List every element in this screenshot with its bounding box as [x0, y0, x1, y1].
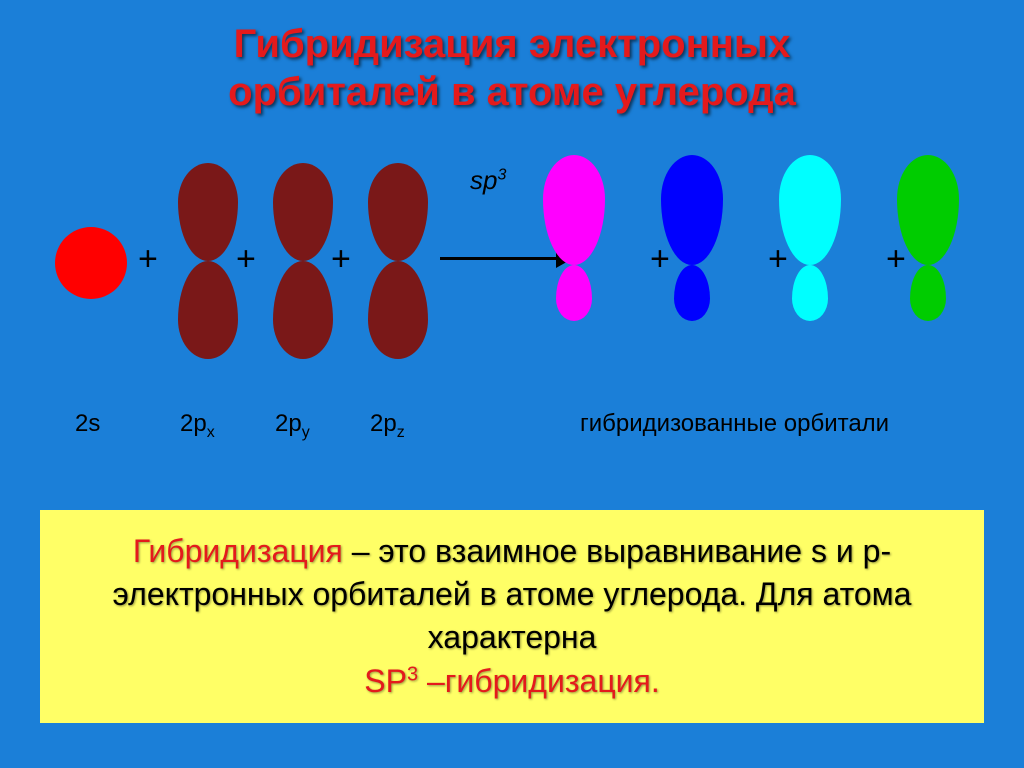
definition-box: Гибридизация – это взаимное выравнивание…	[40, 510, 984, 723]
p-orbital-label: 2pz	[370, 410, 405, 442]
p-orbital-label: 2px	[180, 410, 215, 442]
definition-term: Гибридизация	[133, 533, 343, 569]
arrow-line	[440, 257, 558, 260]
title-line2: орбиталей в атоме углерода	[228, 70, 796, 114]
arrow-label: sp3	[470, 165, 506, 196]
plus-sign-right: +	[886, 240, 906, 279]
slide: Гибридизация электронных орбиталей в ато…	[0, 0, 1024, 768]
slide-title: Гибридизация электронных орбиталей в ато…	[0, 0, 1024, 116]
hybrid-orbitals-caption: гибридизованные орбитали	[580, 410, 889, 438]
hybridization-diagram: 2s+++2px2py2pzsp3+++гибридизованные орби…	[0, 145, 1024, 385]
p-orbital-label: 2py	[275, 410, 310, 442]
s-orbital	[55, 227, 127, 299]
plus-sign-left: +	[331, 240, 351, 279]
s-orbital-label: 2s	[75, 410, 100, 438]
plus-sign-right: +	[650, 240, 670, 279]
plus-sign-left: +	[138, 240, 158, 279]
plus-sign-left: +	[236, 240, 256, 279]
title-line1: Гибридизация электронных	[234, 22, 791, 66]
sp3-label: SP3 –гибридизация.	[364, 663, 659, 699]
plus-sign-right: +	[768, 240, 788, 279]
